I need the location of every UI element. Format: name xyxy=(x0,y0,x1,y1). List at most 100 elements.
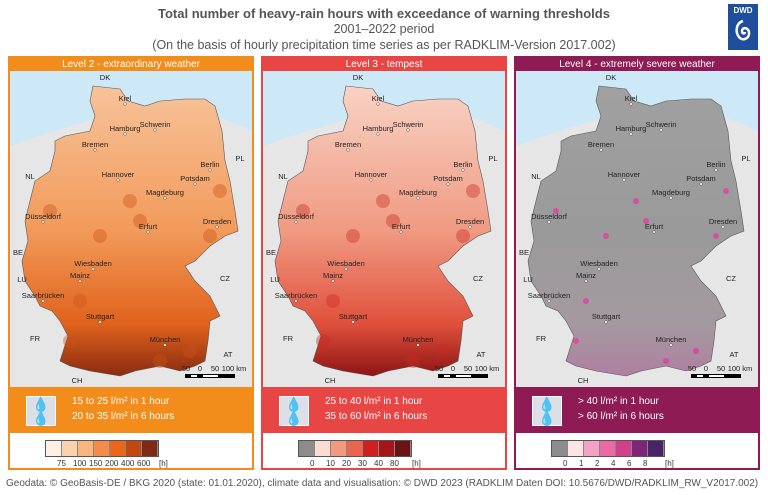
country-label: DK xyxy=(353,73,363,82)
country-label: CZ xyxy=(473,274,483,283)
legend-label: [h] xyxy=(665,459,674,468)
city-label: München xyxy=(656,335,687,344)
city-label: Mainz xyxy=(576,271,596,280)
city-marker xyxy=(163,196,167,200)
threshold-1h: 25 to 40 l/m² in 1 hour xyxy=(325,396,423,407)
city-label: Düsseldorf xyxy=(531,212,568,221)
legend-swatch xyxy=(568,441,584,456)
city-marker xyxy=(547,220,551,224)
country-label: FR xyxy=(536,334,547,343)
intensity-spot xyxy=(663,358,669,364)
intensity-spot xyxy=(123,194,137,208)
intensity-spot xyxy=(346,229,360,243)
city-label: Schwerin xyxy=(646,120,677,129)
country-label: NL xyxy=(278,172,288,181)
legend-label: 0 xyxy=(310,459,315,468)
city-marker xyxy=(346,148,350,152)
swirl-icon xyxy=(735,19,751,41)
legend-label: 400 xyxy=(121,459,135,468)
panel-title: Level 4 - extremely severe weather xyxy=(516,58,758,71)
city-marker xyxy=(468,225,472,229)
map-title: Total number of heavy-rain hours with ex… xyxy=(158,6,610,21)
city-label: Dresden xyxy=(709,217,737,226)
city-label: Magdeburg xyxy=(652,188,690,197)
city-label: Potsdam xyxy=(433,174,463,183)
map-panel-4: Level 4 - extremely severe weather Kiel H… xyxy=(514,56,760,470)
city-marker xyxy=(461,168,465,172)
legend-label: 10 xyxy=(326,459,335,468)
legend-swatch xyxy=(126,441,142,456)
city-label: Erfurt xyxy=(645,222,664,231)
city-marker xyxy=(599,148,603,152)
intensity-spot xyxy=(466,184,480,198)
city-marker xyxy=(416,343,420,347)
city-label: Erfurt xyxy=(139,222,158,231)
city-marker xyxy=(153,128,157,132)
city-marker xyxy=(41,220,45,224)
city-label: Hamburg xyxy=(110,124,141,133)
legend-label: [h] xyxy=(159,459,168,468)
city-marker xyxy=(123,102,127,106)
city-label: Mainz xyxy=(323,271,343,280)
legend-label: 0 xyxy=(563,459,568,468)
raindrops-icon: 💧 💧 xyxy=(532,396,562,426)
intensity-spot xyxy=(643,218,649,224)
city-marker xyxy=(41,299,45,303)
intensity-spot xyxy=(723,188,729,194)
intensity-spot xyxy=(296,204,310,218)
country-label: CH xyxy=(578,376,589,385)
germany-map: Kiel Hamburg Schwerin Bremen Hannover Berlin P… xyxy=(263,71,505,387)
city-label: Kiel xyxy=(372,94,385,103)
city-label: Potsdam xyxy=(686,174,716,183)
city-marker xyxy=(416,196,420,200)
legend-label: 80 xyxy=(390,459,399,468)
threshold-6h: > 60 l/m² in 6 hours xyxy=(578,411,664,422)
scale-label: 0 xyxy=(704,364,708,373)
germany-shape xyxy=(21,85,239,377)
city-label: Mainz xyxy=(70,271,90,280)
country-label: PL xyxy=(488,154,497,163)
city-label: Potsdam xyxy=(180,174,210,183)
intensity-spot xyxy=(153,354,167,368)
city-label: Bremen xyxy=(82,140,108,149)
legend-swatch xyxy=(363,441,379,456)
city-label: Hamburg xyxy=(363,124,394,133)
city-marker xyxy=(208,168,212,172)
city-marker xyxy=(123,132,127,136)
city-marker xyxy=(629,102,633,106)
city-label: Düsseldorf xyxy=(25,212,62,221)
scale-label: 50 xyxy=(464,364,472,373)
intensity-spot xyxy=(573,338,579,344)
intensity-spot xyxy=(63,334,77,348)
threshold-info: 💧 💧 > 40 l/m² in 1 hour > 60 l/m² in 6 ho… xyxy=(516,387,758,433)
intensity-spot xyxy=(436,344,450,358)
intensity-spot xyxy=(203,229,217,243)
threshold-info: 💧 💧 15 to 25 l/m² in 1 hour 20 to 35 l/m²… xyxy=(10,387,252,433)
intensity-spot xyxy=(603,233,609,239)
legend-swatch xyxy=(331,441,347,456)
legend-swatch xyxy=(552,441,568,456)
city-label: Dresden xyxy=(456,217,484,226)
city-label: Saarbrücken xyxy=(22,291,65,300)
map-panel-3: Level 3 - tempest Kiel Hamburg Schwerin Bre… xyxy=(261,56,507,470)
country-label: DK xyxy=(606,73,616,82)
map-period: 2001–2022 period xyxy=(333,22,435,36)
threshold-1h: 15 to 25 l/m² in 1 hour xyxy=(72,396,170,407)
city-marker xyxy=(721,225,725,229)
country-label: LU xyxy=(17,275,27,284)
city-marker xyxy=(629,132,633,136)
intensity-spot xyxy=(316,334,330,348)
city-marker xyxy=(98,320,102,324)
scale-label: 100 km xyxy=(222,364,247,373)
city-label: Hamburg xyxy=(616,124,647,133)
legend-label: 100 xyxy=(73,459,87,468)
legend-swatch xyxy=(78,441,94,456)
city-label: Düsseldorf xyxy=(278,212,315,221)
city-label: Saarbrücken xyxy=(528,291,571,300)
city-label: Kiel xyxy=(625,94,638,103)
logo-text: DWD xyxy=(733,6,753,15)
legend-label: 600 xyxy=(137,459,151,468)
country-label: BE xyxy=(266,248,276,257)
legend-swatch xyxy=(648,441,664,456)
intensity-spot xyxy=(326,294,340,308)
